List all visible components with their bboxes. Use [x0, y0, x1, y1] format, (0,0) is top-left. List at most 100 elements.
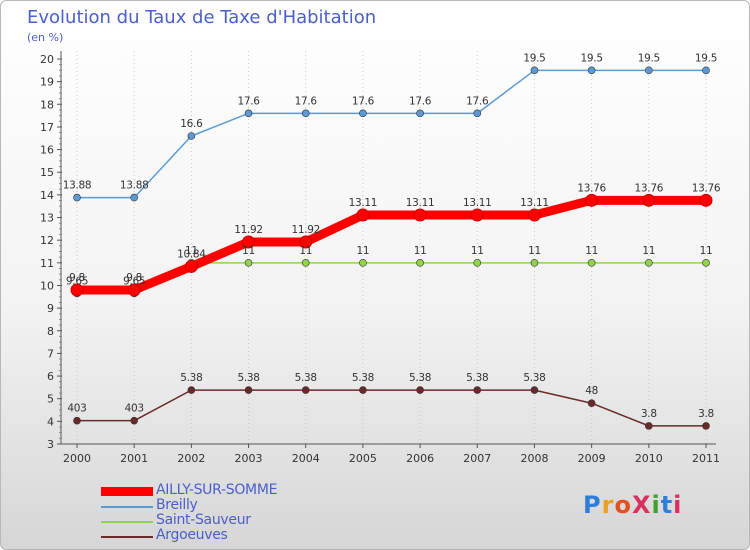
data-point [244, 259, 253, 267]
data-label: 3.8 [641, 408, 657, 420]
data-label: 403 [67, 403, 86, 415]
data-point [645, 66, 653, 75]
data-label: 48 [585, 385, 598, 397]
data-point [187, 132, 196, 140]
data-point [242, 235, 256, 249]
data-point [530, 66, 539, 75]
data-point [587, 399, 596, 408]
line-chart: 3 4 5 6 7 8 9 10 11 12 13 14 15 16 17 18 19 20 2000 2001 200… [40, 51, 721, 465]
logo-letter: r [601, 491, 615, 519]
data-label: 11 [642, 245, 655, 257]
y-tick-label: 5 [47, 393, 54, 406]
data-label: 9.65 [123, 275, 145, 287]
data-label: 9.8 [69, 272, 85, 284]
data-point [73, 416, 81, 425]
data-point [416, 109, 424, 118]
data-point [470, 208, 484, 222]
data-point [416, 259, 424, 267]
data-label: 11 [471, 245, 484, 257]
x-tick-label: 2003 [235, 452, 263, 465]
data-point [301, 109, 310, 118]
data-label: 16.6 [180, 118, 203, 130]
data-point [530, 386, 539, 394]
data-point [699, 193, 713, 207]
data-point [587, 259, 596, 267]
legend-label: Breilly [156, 497, 198, 513]
legend-label: Argoeuves [156, 527, 228, 543]
x-tick-label: 2007 [463, 452, 491, 465]
data-label: 10.84 [177, 248, 206, 260]
data-label: 17.6 [237, 95, 260, 107]
y-tick-label: 7 [47, 347, 54, 360]
data-label: 13.11 [520, 197, 549, 209]
data-point [130, 193, 138, 202]
data-label: 17.6 [466, 95, 489, 107]
series-line [76, 389, 707, 427]
series-line [76, 69, 707, 199]
y-tick-label: 20 [40, 53, 54, 66]
data-point [184, 259, 198, 273]
legend-label: AILLY-SUR-SOMME [156, 482, 278, 498]
data-point [645, 259, 653, 267]
x-tick-label: 2001 [120, 452, 148, 465]
data-point [530, 259, 539, 267]
data-point [359, 386, 367, 394]
data-point [359, 109, 367, 118]
data-label: 13.88 [63, 180, 92, 192]
data-label: 17.6 [409, 95, 432, 107]
data-label: 13.11 [406, 197, 435, 209]
data-point [642, 193, 656, 207]
data-point [473, 259, 482, 267]
y-tick-label: 19 [40, 76, 54, 89]
data-label: 11.92 [234, 224, 263, 236]
y-tick-label: 17 [40, 121, 54, 134]
data-label: 5.38 [523, 372, 545, 384]
data-point [527, 208, 541, 222]
y-tick-label: 9 [47, 302, 54, 315]
data-point [702, 422, 710, 430]
data-label: 11.92 [291, 224, 320, 236]
data-label: 5.38 [352, 372, 374, 384]
data-label: 11 [242, 245, 255, 257]
data-label: 9.65 [66, 275, 88, 287]
data-label: 11 [700, 245, 713, 257]
y-tick-label: 10 [40, 279, 54, 292]
data-point [359, 259, 367, 267]
x-tick-label: 2006 [406, 452, 434, 465]
logo-letter: X [631, 491, 652, 519]
data-label: 11 [299, 245, 312, 257]
data-point [244, 109, 253, 118]
legend-label: Saint-Sauveur [156, 512, 251, 528]
data-label: 19.5 [581, 52, 603, 64]
x-tick-label: 2010 [635, 452, 663, 465]
data-point [73, 193, 81, 202]
logo-letter: o [614, 491, 632, 519]
data-point [585, 193, 599, 207]
data-point [416, 386, 424, 394]
x-tick-label: 2005 [349, 452, 377, 465]
logo-letter: i [673, 491, 683, 519]
x-tick-label: 2000 [63, 452, 91, 465]
data-label: 11 [528, 245, 541, 257]
y-tick-label: 16 [40, 144, 54, 157]
y-tick-label: 6 [47, 370, 54, 383]
data-label: 13.76 [577, 182, 606, 194]
data-label: 19.5 [638, 52, 660, 64]
y-tick-label: 12 [40, 234, 54, 247]
data-label: 11 [357, 245, 370, 257]
data-label: 13.11 [463, 197, 492, 209]
data-point [356, 208, 370, 222]
data-point [187, 386, 196, 394]
data-label: 11 [585, 245, 598, 257]
y-tick-label: 13 [40, 212, 54, 225]
data-point [702, 66, 710, 75]
y-tick-label: 3 [47, 438, 54, 451]
chart-title: Evolution du Taux de Taxe d'Habitation [27, 7, 377, 28]
x-tick-label: 2008 [520, 452, 548, 465]
legend-swatch [101, 536, 153, 538]
chart-unit-label: (en %) [27, 31, 64, 44]
data-label: 9.8 [126, 272, 142, 284]
data-label: 13.76 [635, 182, 664, 194]
data-label: 5.38 [237, 372, 259, 384]
